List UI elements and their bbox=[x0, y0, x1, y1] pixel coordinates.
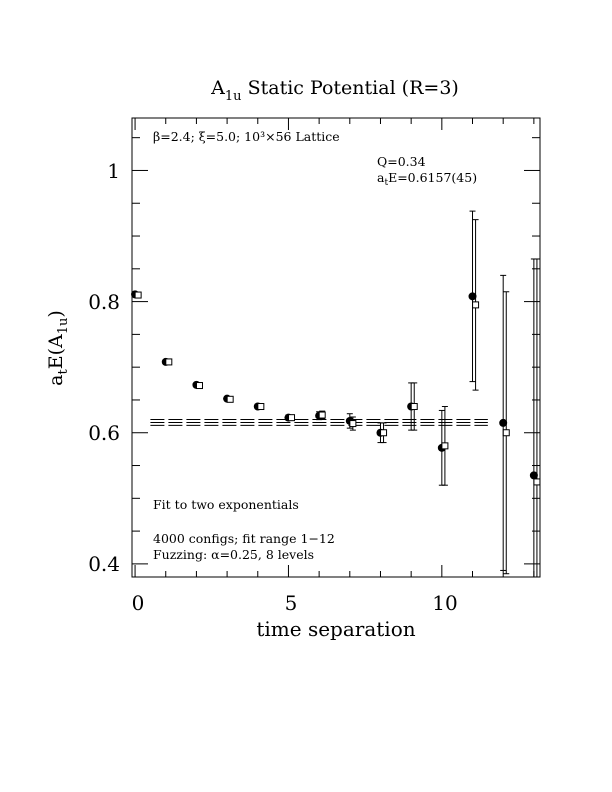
data-point-square bbox=[195, 382, 203, 390]
data-point-square bbox=[165, 358, 173, 366]
y-tick-label-0.6: 0.6 bbox=[88, 421, 120, 445]
data-point-square bbox=[502, 429, 510, 437]
lattice-annotation: β=2.4; ξ=5.0; 10³×56 Lattice bbox=[153, 129, 340, 144]
fuzzing-annotation: Fuzzing: α=0.25, 8 levels bbox=[153, 547, 314, 562]
data-point-square bbox=[533, 478, 541, 486]
data-point-circle bbox=[468, 292, 477, 301]
y-tick-label-0.4: 0.4 bbox=[88, 552, 120, 576]
data-point-square bbox=[226, 395, 234, 403]
data-point-square bbox=[380, 429, 388, 437]
y-tick-label-1: 1 bbox=[107, 159, 120, 183]
data-point-square bbox=[472, 301, 480, 309]
fit-band bbox=[150, 418, 488, 426]
chart-title: A1u Static Potential (R=3) bbox=[210, 77, 459, 104]
x-axis-label: time separation bbox=[256, 617, 415, 641]
x-tick-label-0: 0 bbox=[132, 591, 145, 615]
configs-annotation: 4000 configs; fit range 1−12 bbox=[153, 531, 335, 546]
data-point-square bbox=[441, 442, 449, 450]
data-point-square bbox=[288, 414, 296, 422]
y-tick-label-0.8: 0.8 bbox=[88, 290, 120, 314]
fit-annotation: Fit to two exponentials bbox=[153, 497, 299, 512]
q-annotation: Q=0.34 bbox=[377, 154, 426, 169]
y-axis-label: atE(A1u) bbox=[45, 310, 71, 386]
data-point-square bbox=[410, 403, 418, 411]
energy-annotation: atE=0.6157(45) bbox=[377, 170, 477, 188]
data-point-square bbox=[318, 411, 326, 419]
x-tick-label-5: 5 bbox=[285, 591, 298, 615]
error-bars bbox=[132, 210, 540, 577]
data-point-square bbox=[134, 291, 142, 299]
x-tick-label-10: 10 bbox=[432, 591, 457, 615]
data-markers bbox=[131, 290, 541, 486]
plot-frame bbox=[131, 117, 541, 578]
data-point-square bbox=[257, 403, 265, 411]
data-point-square bbox=[349, 420, 357, 428]
data-point-circle bbox=[499, 418, 508, 427]
data-point-circle bbox=[529, 471, 538, 480]
